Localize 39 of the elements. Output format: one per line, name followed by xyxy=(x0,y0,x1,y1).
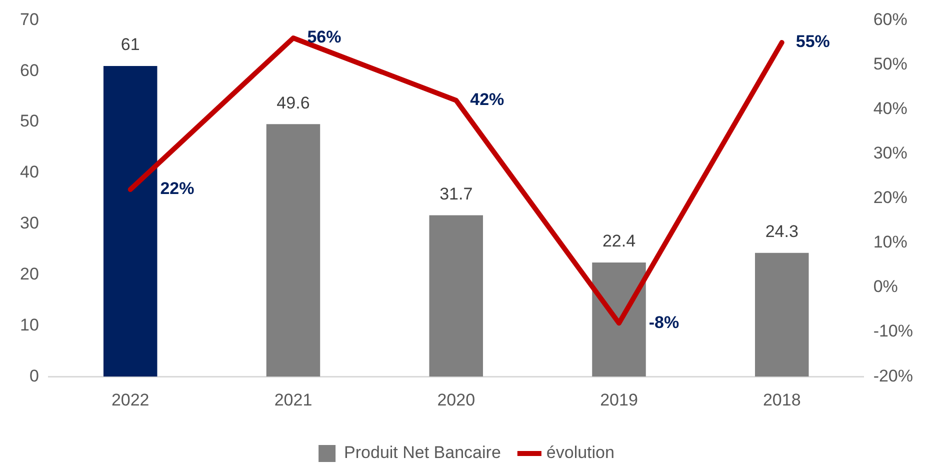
y2-tick-label: -10% xyxy=(873,322,913,341)
y-tick-label: 40 xyxy=(20,162,39,182)
y-tick-label: 70 xyxy=(20,10,39,29)
data-label: -8% xyxy=(648,312,680,332)
y2-tick-label: 30% xyxy=(873,144,908,163)
y-tick-label: 10 xyxy=(20,315,39,334)
x-tick-label: 2021 xyxy=(274,390,312,410)
data-label: 56% xyxy=(307,28,342,47)
y-tick-label: 30 xyxy=(20,214,39,233)
x-tick-label: 2022 xyxy=(111,390,150,410)
data-label: 55% xyxy=(796,32,830,52)
y2-tick-label: 20% xyxy=(873,188,908,208)
data-label: 24.3 xyxy=(765,222,798,242)
y2-tick-label: 40% xyxy=(873,98,908,118)
bar xyxy=(592,262,646,377)
y2-tick-label: 10% xyxy=(873,232,908,252)
x-tick-label: 2018 xyxy=(762,390,801,410)
data-label: 31.7 xyxy=(440,184,473,204)
bar xyxy=(755,252,809,377)
bar xyxy=(429,215,483,377)
data-label: 61 xyxy=(120,35,140,54)
y2-tick-label: -20% xyxy=(873,366,913,386)
y-tick-label: 60 xyxy=(20,60,39,80)
data-label: 22% xyxy=(160,179,194,198)
bar xyxy=(266,124,320,377)
y-tick-label: 0 xyxy=(29,366,39,386)
y2-tick-label: 50% xyxy=(873,54,908,74)
legend-label: Produit Net Bancaire xyxy=(344,443,501,462)
x-tick-label: 2019 xyxy=(600,390,638,410)
y-tick-label: 50 xyxy=(20,112,39,131)
y2-tick-label: 0% xyxy=(873,277,898,296)
data-label: 22.4 xyxy=(602,232,636,251)
y-tick-label: 20 xyxy=(20,264,39,284)
data-label: 49.6 xyxy=(276,93,310,112)
y2-tick-label: 60% xyxy=(873,10,908,29)
x-tick-label: 2020 xyxy=(437,390,476,410)
bar xyxy=(103,66,158,377)
data-label: 42% xyxy=(470,90,504,110)
legend-label: évolution xyxy=(546,443,614,462)
